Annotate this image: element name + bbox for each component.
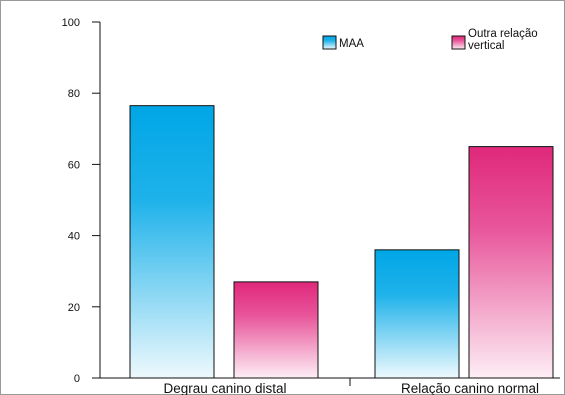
- y-tick-label: 20: [68, 302, 80, 314]
- x-category-label: Degrau canino distal: [163, 381, 286, 395]
- bar-maa-0: [129, 105, 215, 379]
- y-tick-label: 0: [74, 373, 80, 385]
- y-tick-label: 80: [68, 88, 80, 100]
- bar-outra-relacao-vertical-1: [468, 146, 554, 379]
- y-tick-label: 60: [68, 159, 80, 171]
- legend-label: Outra relação vertical: [468, 28, 538, 52]
- legend-swatch-outra-relacao-vertical: [451, 35, 466, 50]
- bar-maa-1: [374, 249, 460, 379]
- bar-outra-relacao-vertical-0: [233, 281, 319, 379]
- x-category-label: Relação canino normal: [401, 381, 539, 395]
- y-tick-label: 100: [62, 17, 80, 29]
- y-tick-label: 40: [68, 231, 80, 243]
- legend-swatch-maa: [322, 35, 337, 50]
- legend-label: MAA: [339, 38, 364, 50]
